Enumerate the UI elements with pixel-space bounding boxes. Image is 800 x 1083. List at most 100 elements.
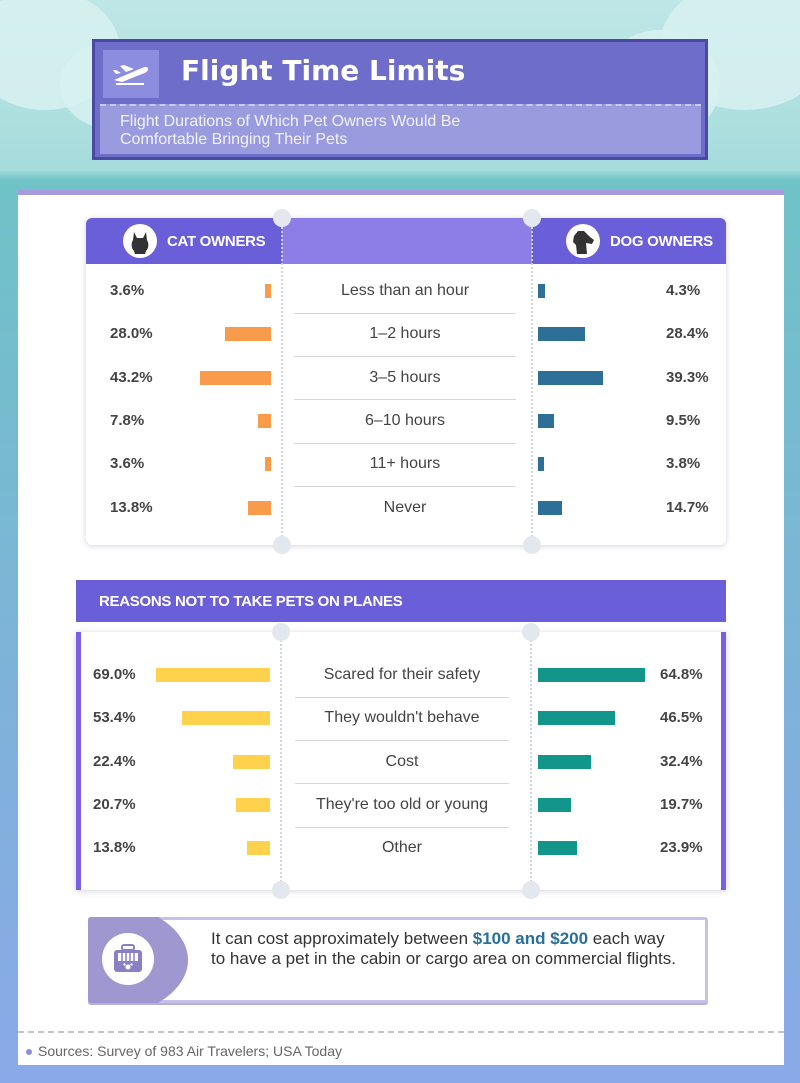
left-value-label: 53.4% — [93, 709, 136, 727]
left-bar — [235, 797, 270, 812]
left-bar — [247, 841, 270, 856]
left-value-label: 3.6% — [110, 455, 145, 473]
row-divider — [295, 739, 509, 741]
row-divider — [294, 312, 516, 314]
divider-notch — [273, 536, 291, 554]
divider-line — [280, 632, 282, 890]
bullet-icon — [26, 1049, 32, 1056]
left-value-label: 7.8% — [110, 411, 145, 429]
right-value-label: 32.4% — [660, 752, 703, 770]
left-bar — [224, 327, 271, 342]
row-divider — [294, 485, 516, 487]
category-label: They wouldn't behave — [324, 709, 480, 727]
row-divider — [295, 696, 509, 698]
dog-owners-label: DOG OWNERS — [610, 232, 713, 250]
cost-note: It can cost approximately between $100 a… — [88, 917, 708, 1003]
divider-notch — [272, 881, 290, 899]
sources-text: Sources: Survey of 983 Air Travelers; US… — [38, 1043, 343, 1059]
right-bar — [538, 327, 585, 342]
right-bar — [538, 797, 571, 812]
left-value-label: 13.8% — [93, 839, 136, 857]
category-label: Other — [381, 839, 422, 857]
category-label: 6–10 hours — [364, 411, 446, 429]
left-value-label: 43.2% — [110, 368, 153, 386]
category-label: 1–2 hours — [369, 325, 441, 343]
cat-owners-label: CAT OWNERS — [167, 232, 266, 250]
row-divider — [294, 442, 516, 444]
category-label: Scared for their safety — [323, 666, 481, 683]
divider-notch — [273, 209, 291, 227]
row-divider — [294, 355, 516, 357]
divider-notch — [523, 209, 541, 227]
right-bar — [538, 413, 554, 428]
page-subtitle: Flight Durations of Which Pet Owners Wou… — [120, 113, 461, 148]
right-bar — [538, 370, 603, 385]
right-bar — [538, 457, 545, 472]
right-value-label: 14.7% — [666, 498, 709, 516]
right-value-label: 19.7% — [660, 795, 703, 813]
note-text-start: It can cost approximately between — [211, 929, 473, 948]
right-value-label: 3.8% — [666, 455, 701, 473]
left-bar — [156, 668, 270, 682]
left-value-label: 69.0% — [93, 666, 136, 683]
divider-notch — [523, 536, 541, 554]
left-bar — [258, 413, 271, 428]
left-value-label: 28.0% — [110, 325, 153, 343]
row-divider — [294, 399, 516, 401]
note-highlight: $100 and $200 — [472, 929, 589, 948]
durations-panel: CAT OWNERS DOG OWNERS Less than an hour 3… — [86, 209, 726, 554]
category-label: 11+ hours — [369, 455, 441, 473]
category-label: They're too old or young — [315, 795, 489, 813]
row-divider — [295, 783, 509, 785]
left-bar — [265, 284, 271, 298]
left-bar — [181, 711, 270, 726]
note-text-end: each way to have a pet in the cabin or c… — [211, 929, 676, 968]
left-bar — [248, 500, 271, 515]
left-value-label: 3.6% — [110, 282, 145, 299]
divider-line — [281, 218, 283, 545]
dog-icon — [566, 224, 600, 258]
right-value-label: 28.4% — [666, 325, 709, 343]
reasons-section-header: REASONS NOT TO TAKE PETS ON PLANES — [76, 580, 726, 622]
note-icon-area — [88, 917, 188, 1003]
page-title: Flight Time Limits — [181, 54, 466, 87]
left-value-label: 22.4% — [93, 752, 136, 770]
category-label: Less than an hour — [340, 282, 470, 299]
pet-carrier-icon — [102, 933, 154, 985]
category-label: 3–5 hours — [369, 368, 441, 386]
right-bar — [538, 711, 615, 726]
header-spacer — [282, 218, 532, 264]
sources-footer: Sources: Survey of 983 Air Travelers; US… — [18, 1031, 784, 1059]
divider-notch — [522, 623, 540, 641]
right-value-label: 4.3% — [666, 282, 701, 299]
right-value-label: 39.3% — [666, 368, 709, 386]
divider-line — [531, 218, 533, 545]
cost-note-text: It can cost approximately between $100 a… — [211, 929, 681, 969]
airplane-icon — [103, 50, 159, 98]
subtitle-box: Flight Durations of Which Pet Owners Wou… — [100, 104, 701, 154]
category-label: Cost — [385, 752, 419, 770]
reasons-panel: Scared for their safety 69.0% 64.8% They wo… — [76, 623, 726, 899]
category-label: Never — [383, 498, 427, 516]
left-value-label: 13.8% — [110, 498, 153, 516]
right-bar — [538, 500, 563, 515]
left-bar — [199, 370, 271, 385]
left-value-label: 20.7% — [93, 795, 136, 813]
divider-notch — [272, 623, 290, 641]
right-value-label: 64.8% — [660, 666, 703, 683]
cat-owners-header: CAT OWNERS — [86, 218, 282, 264]
cat-icon — [123, 224, 157, 258]
divider-notch — [522, 881, 540, 899]
title-banner: Flight Time Limits Flight Durations of W… — [92, 39, 708, 160]
divider-line — [530, 632, 532, 890]
row-divider — [295, 826, 509, 828]
right-value-label: 9.5% — [666, 411, 701, 429]
right-bar — [538, 754, 592, 769]
right-bar — [538, 284, 546, 298]
dog-owners-header: DOG OWNERS — [532, 218, 726, 264]
left-bar — [265, 457, 271, 472]
main-card: CAT OWNERS DOG OWNERS Less than an hour 3… — [18, 190, 784, 1065]
right-bar — [538, 668, 645, 682]
right-value-label: 46.5% — [660, 709, 703, 727]
left-bar — [233, 754, 270, 769]
